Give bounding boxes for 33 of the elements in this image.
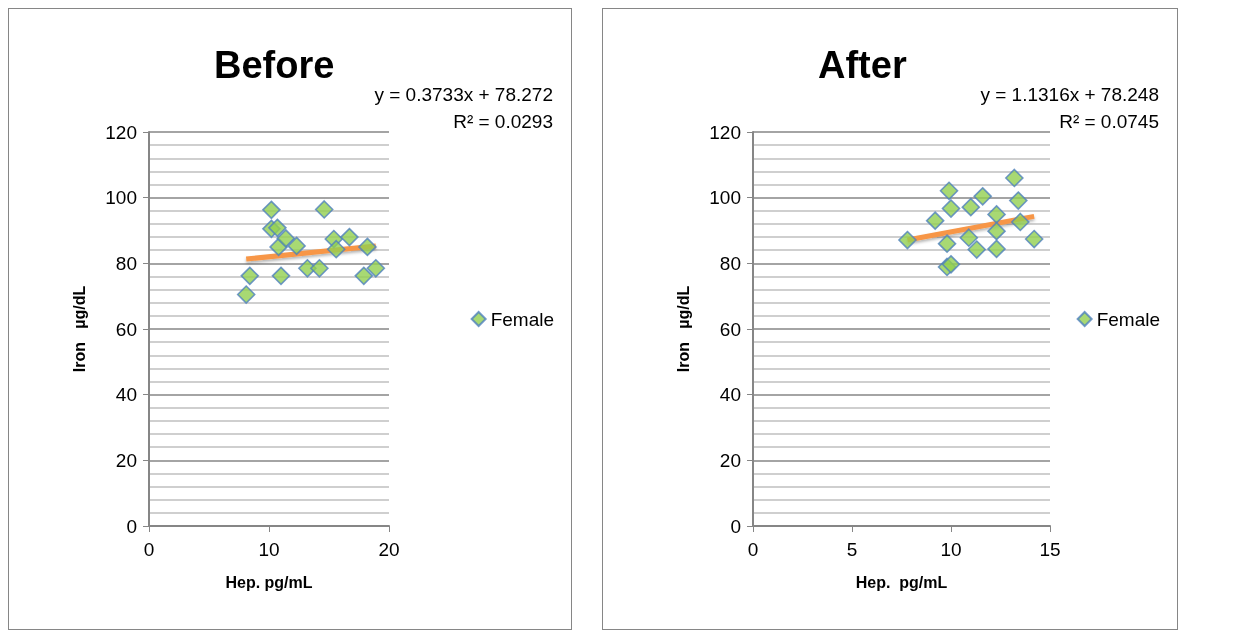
- chart-title: After: [818, 44, 907, 86]
- x-tick-label: 10: [258, 539, 280, 560]
- y-tick-label: 0: [126, 515, 137, 537]
- text: y = 0.3733x + 78.272: [374, 84, 553, 105]
- y-tick-label: 80: [719, 252, 741, 274]
- y-tick-label: 80: [115, 252, 137, 274]
- legend-label: Female: [1096, 308, 1160, 330]
- x-tick-label: 15: [1039, 539, 1061, 560]
- x-tick-label: 0: [143, 539, 155, 560]
- y-tick-label: 60: [719, 318, 741, 340]
- x-tick-label: 5: [846, 539, 858, 560]
- y-tick-label: 100: [105, 187, 137, 209]
- text: R² = 0.0745: [1059, 111, 1159, 132]
- y-axis-title: Iron µg/dL: [674, 285, 692, 373]
- y-tick-label: 20: [719, 449, 741, 471]
- x-axis-title: Hep. pg/mL: [225, 573, 313, 591]
- y-tick-label: 100: [709, 187, 741, 209]
- x-tick-label: 0: [747, 539, 759, 560]
- y-tick-label: 120: [105, 121, 137, 143]
- y-tick-label: 40: [719, 384, 741, 406]
- y-tick-label: 60: [115, 318, 137, 340]
- x-axis-title: Hep. pg/mL: [855, 573, 948, 591]
- text: R² = 0.0293: [453, 111, 553, 132]
- x-tick-label: 20: [378, 539, 400, 560]
- legend-label: Female: [490, 308, 554, 330]
- y-tick-label: 0: [730, 515, 741, 537]
- x-tick-label: 10: [940, 539, 962, 560]
- text: y = 1.1316x + 78.248: [980, 84, 1159, 105]
- y-tick-label: 40: [115, 384, 137, 406]
- y-axis-title: Iron µg/dL: [70, 285, 88, 373]
- y-tick-label: 20: [115, 449, 137, 471]
- y-tick-label: 120: [709, 121, 741, 143]
- chart-title: Before: [214, 44, 335, 86]
